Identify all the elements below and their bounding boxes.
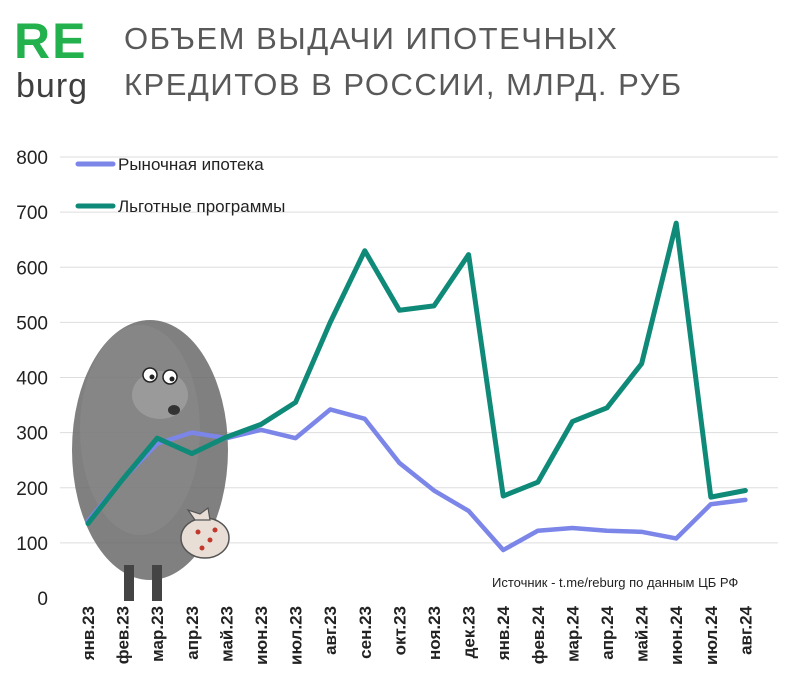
hedgehog-fur-highlight (80, 325, 200, 535)
x-tick-label: июн.23 (252, 606, 271, 665)
x-tick-label: апр.23 (183, 606, 202, 660)
bundle-dot (195, 529, 201, 535)
chart-title-line2: КРЕДИТОВ В РОССИИ, МЛРД. РУБ (124, 67, 683, 102)
x-tick-label: дек.23 (460, 606, 479, 658)
hedgehog-eye (162, 369, 178, 385)
x-tick-label: фев.23 (114, 606, 133, 664)
y-axis-ticks: 0 100 200 300 400 500 600 700 800 (16, 148, 48, 610)
hedgehog-leg (124, 565, 134, 601)
logo-burg-text: burg (16, 67, 89, 105)
y-tick-label: 500 (16, 313, 48, 334)
x-tick-label: июл.24 (702, 605, 721, 665)
bundle-knot (186, 506, 211, 521)
hedgehog-pupil (149, 374, 155, 380)
source-note: Источник - t.me/reburg по данным ЦБ РФ (492, 575, 739, 590)
x-tick-label: мар.23 (148, 606, 167, 662)
bundle (180, 517, 230, 559)
bundle-dot (199, 545, 205, 551)
x-tick-label: окт.23 (390, 606, 409, 655)
hedgehog-eye (142, 367, 158, 383)
y-tick-label: 300 (16, 424, 48, 445)
series-line-market (85, 407, 748, 553)
chart-title: ОБЪЕМ ВЫДАЧИ ИПОТЕЧНЫХ КРЕДИТОВ В РОССИИ… (124, 16, 744, 108)
y-tick-label: 600 (16, 258, 48, 279)
x-tick-label: авг.23 (321, 606, 340, 655)
y-tick-label: 200 (16, 479, 48, 500)
bundle-dot (207, 537, 213, 543)
series-line-preferential (85, 220, 748, 527)
hedgehog-illustration (72, 320, 230, 601)
hedgehog-face (132, 371, 188, 419)
y-tick-label: 0 (37, 589, 48, 610)
legend: Рыночная ипотека Льготные программы (75, 155, 285, 216)
logo-re-text: RE (14, 13, 88, 69)
x-tick-label: авг.24 (736, 605, 755, 654)
x-tick-label: фев.24 (529, 605, 548, 664)
y-tick-label: 400 (16, 369, 48, 390)
y-tick-label: 100 (16, 534, 48, 555)
x-tick-label: апр.24 (598, 605, 617, 659)
y-tick-label: 800 (16, 148, 48, 169)
x-tick-label: сен.23 (356, 606, 375, 659)
chart-title-line1: ОБЪЕМ ВЫДАЧИ ИПОТЕЧНЫХ (124, 21, 619, 56)
x-tick-label: июн.24 (667, 605, 686, 664)
x-tick-label: янв.23 (79, 606, 98, 661)
bundle-dot (212, 527, 218, 533)
hedgehog-nose (168, 405, 180, 415)
legend-label-preferential: Льготные программы (118, 197, 285, 216)
x-tick-label: мар.24 (563, 605, 582, 661)
legend-label-market: Рыночная ипотека (118, 155, 264, 174)
x-axis-ticks: янв.23 фев.23 мар.23 апр.23 май.23 июн.23 июл.… (79, 605, 755, 665)
x-tick-label: ноя.23 (425, 606, 444, 660)
x-tick-label: янв.24 (494, 605, 513, 661)
hedgehog-leg (152, 565, 162, 601)
x-tick-label: май.24 (633, 605, 652, 661)
series-lines (85, 220, 748, 553)
x-tick-label: май.23 (217, 606, 236, 662)
x-tick-label: июл.23 (287, 606, 306, 665)
y-tick-label: 700 (16, 203, 48, 224)
hedgehog-pupil (169, 376, 175, 382)
